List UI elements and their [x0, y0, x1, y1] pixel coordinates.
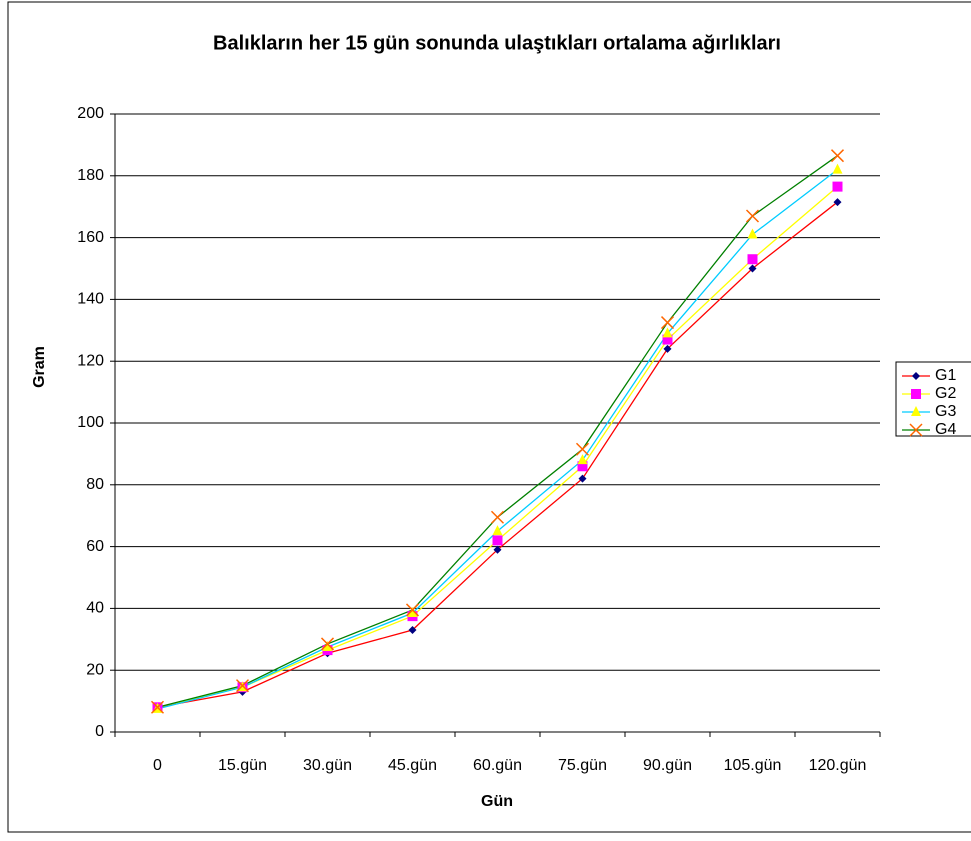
marker: [830, 149, 845, 163]
y-tick-label: 100: [77, 414, 104, 431]
marker: [748, 264, 757, 273]
y-tick-label: 20: [86, 661, 104, 678]
marker: [577, 461, 588, 472]
marker: [577, 454, 588, 465]
marker: [578, 474, 587, 483]
x-tick-label: 90.gün: [643, 757, 692, 774]
marker: [833, 198, 842, 207]
x-tick-label: 30.gün: [303, 757, 352, 774]
legend-box: [895, 361, 971, 437]
y-tick-label: 120: [77, 352, 104, 369]
marker: [408, 626, 417, 635]
x-tick-label: 15.gün: [218, 757, 267, 774]
y-tick-label: 140: [77, 291, 104, 308]
marker: [405, 603, 420, 617]
y-axis-title: Gram: [31, 346, 48, 388]
marker: [575, 442, 590, 456]
y-tick-label: 40: [86, 600, 104, 617]
marker: [911, 389, 921, 399]
marker: [662, 334, 673, 345]
legend-label: G2: [935, 385, 956, 402]
marker: [832, 163, 843, 174]
marker: [909, 423, 923, 437]
marker: [322, 641, 333, 652]
x-tick-label: 60.gün: [473, 757, 522, 774]
legend-label: G1: [935, 367, 956, 384]
x-tick-label: 45.gün: [388, 757, 437, 774]
y-tick-label: 180: [77, 167, 104, 184]
y-tick-label: 60: [86, 538, 104, 555]
marker: [235, 679, 250, 693]
x-tick-label: 75.gün: [558, 757, 607, 774]
marker: [492, 525, 503, 536]
x-tick-label: 0: [153, 757, 162, 774]
y-tick-label: 80: [86, 476, 104, 493]
marker: [407, 607, 418, 618]
x-tick-label: 105.gün: [724, 757, 782, 774]
marker: [150, 700, 165, 714]
marker: [745, 209, 760, 223]
marker: [662, 327, 673, 338]
marker: [912, 372, 920, 380]
marker: [492, 535, 503, 546]
legend-label: G4: [935, 421, 956, 438]
legend-label: G3: [935, 403, 956, 420]
x-axis-title: Gün: [481, 793, 513, 810]
marker: [747, 228, 758, 239]
x-tick-label: 120.gün: [809, 757, 867, 774]
y-tick-label: 160: [77, 229, 104, 246]
y-tick-label: 0: [95, 723, 104, 740]
chart-title: Balıkların her 15 gün sonunda ulaştıklar…: [213, 32, 781, 54]
chart-border: [7, 1, 971, 833]
marker: [747, 254, 758, 265]
marker: [490, 510, 505, 524]
y-tick-label: 200: [77, 105, 104, 122]
marker: [832, 181, 843, 192]
marker: [660, 316, 675, 330]
marker: [320, 637, 335, 651]
marker: [663, 344, 672, 353]
marker: [911, 406, 921, 416]
marker: [493, 545, 502, 554]
